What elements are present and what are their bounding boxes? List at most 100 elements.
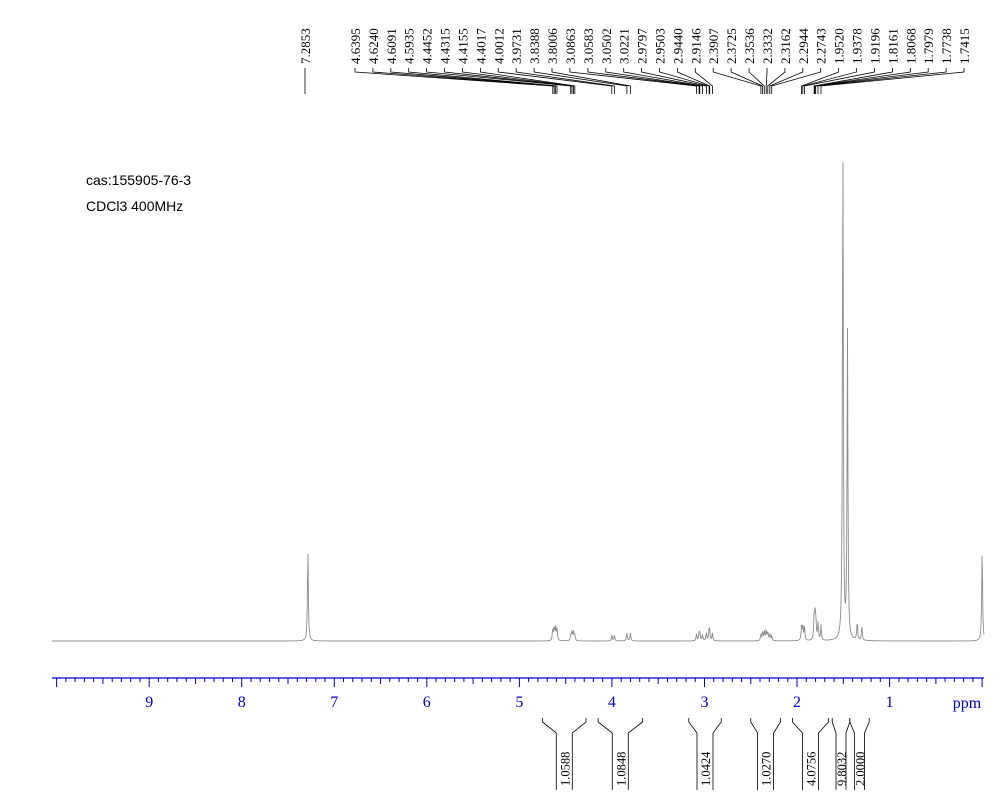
peak-label-leader <box>813 68 893 94</box>
peak-label-leader <box>605 68 701 94</box>
integral-bracket <box>688 718 698 790</box>
peak-label-leader <box>569 68 697 94</box>
integral-value: 1.0270 <box>760 752 774 786</box>
x-tick-label: 1 <box>886 694 894 711</box>
integral-bracket <box>750 718 758 790</box>
integral-bracket <box>831 718 837 790</box>
peak-label: 2.9440 <box>670 28 685 64</box>
peak-label: 3.0502 <box>599 28 614 64</box>
solvent-frequency-label: CDCl3 400MHz <box>86 198 184 214</box>
peak-label: 2.9797 <box>635 28 650 64</box>
x-tick-label: 7 <box>330 694 338 711</box>
integral-bracket <box>627 718 643 790</box>
peak-label-leader <box>820 68 965 94</box>
integral-value: 1.0588 <box>558 752 572 786</box>
peak-label-leader <box>802 68 857 94</box>
peak-label: 4.4315 <box>438 28 453 64</box>
peak-label: 1.7415 <box>957 28 972 64</box>
peak-label: 4.5935 <box>402 28 417 64</box>
peak-label: 1.8068 <box>903 28 918 64</box>
peak-label: 2.9146 <box>688 28 703 64</box>
integral-bracket <box>571 718 587 790</box>
integral-value: 1.0848 <box>614 752 628 786</box>
peak-label-leader <box>730 68 763 94</box>
peak-label-leader <box>641 68 707 94</box>
peak-label-leader <box>354 68 554 94</box>
peak-label-leader <box>533 68 628 94</box>
peak-label-leader <box>694 68 713 94</box>
peak-label: 1.9378 <box>850 28 865 64</box>
integral-value: 9.8032 <box>835 752 849 786</box>
peak-label-leader <box>372 68 555 94</box>
peak-label-leader <box>677 68 711 94</box>
x-axis-unit-label: ppm <box>953 695 982 712</box>
integral-value: 1.0424 <box>699 751 713 786</box>
peak-label-leader <box>815 68 929 94</box>
integral-bracket <box>849 718 855 790</box>
peak-label: 4.0012 <box>491 28 506 64</box>
peak-label: 1.9520 <box>832 28 847 64</box>
spectrum-trace <box>52 161 985 642</box>
x-tick-label: 5 <box>515 694 523 711</box>
peak-label: 4.4155 <box>456 28 471 64</box>
peak-label-leader <box>712 68 762 94</box>
peak-label-leader <box>767 68 786 94</box>
peak-label-leader <box>817 68 947 94</box>
peak-label-leader <box>765 68 768 94</box>
x-tick-label: 9 <box>145 694 153 711</box>
integral-bracket <box>864 718 870 790</box>
peak-label-leader <box>497 68 613 94</box>
peak-label: 3.0863 <box>563 28 578 64</box>
x-tick-label: 8 <box>238 694 246 711</box>
x-tick-label: 3 <box>701 694 709 711</box>
peak-label: 2.3725 <box>724 28 739 64</box>
integral-value: 2.0000 <box>854 752 868 786</box>
peak-label: 3.8006 <box>545 28 560 64</box>
integral-layer: 1.0588 1.0848 1.0424 1.0270 4.0756 9.8032 2.00… <box>542 718 870 790</box>
peak-label-leader <box>515 68 615 94</box>
peak-label: 3.9731 <box>509 28 524 64</box>
peak-label: 2.3162 <box>778 28 793 64</box>
peak-label-leader <box>462 68 574 94</box>
peak-label-leader <box>771 68 822 94</box>
peak-label-leader <box>804 68 875 94</box>
peak-label: 3.0583 <box>581 28 596 64</box>
peak-label-leader <box>814 68 911 94</box>
peak-label-leader <box>769 68 804 94</box>
peak-label: 7.2853 <box>298 28 313 64</box>
peak-label-leader <box>551 68 631 94</box>
peak-label: 1.9196 <box>867 28 882 64</box>
peak-label-leader <box>587 68 700 94</box>
integral-bracket <box>712 718 722 790</box>
peak-label-leader <box>426 68 572 94</box>
peak-label: 4.6240 <box>366 28 381 64</box>
peak-label-leader <box>408 68 558 94</box>
peak-label: 2.9503 <box>653 28 668 64</box>
integral-bracket <box>818 718 829 790</box>
peak-label: 2.2944 <box>796 28 811 64</box>
cas-number-label: cas:155905-76-3 <box>86 172 192 188</box>
peak-label: 2.3536 <box>742 28 757 64</box>
peak-label: 1.7738 <box>939 28 954 64</box>
peak-label: 4.6091 <box>384 28 399 64</box>
peak-label-leader <box>623 68 703 94</box>
peak-label-leader <box>659 68 710 94</box>
integral-value: 4.0756 <box>805 752 819 786</box>
peak-label: 3.8388 <box>527 28 542 64</box>
peak-label: 4.6395 <box>348 28 363 64</box>
peak-label-leader <box>390 68 556 94</box>
peak-label: 1.8161 <box>885 28 900 64</box>
x-tick-label: 6 <box>423 694 431 711</box>
peak-label-leader <box>444 68 573 94</box>
x-tick-label: 2 <box>793 694 801 711</box>
peak-label: 2.3907 <box>706 28 721 64</box>
peak-label: 3.0221 <box>617 28 632 64</box>
x-axis: 9 8 7 6 5 4 3 2 1 ppm <box>52 677 984 712</box>
peak-label-layer: 7.2853 4.6395 4.6240 4.6091 4.5935 4.4452 4.43… <box>298 28 972 94</box>
peak-label: 4.4017 <box>473 28 488 64</box>
integral-bracket <box>542 718 557 790</box>
integral-bracket <box>597 718 613 790</box>
integral-bracket <box>792 718 803 790</box>
peak-label: 1.7979 <box>921 28 936 64</box>
